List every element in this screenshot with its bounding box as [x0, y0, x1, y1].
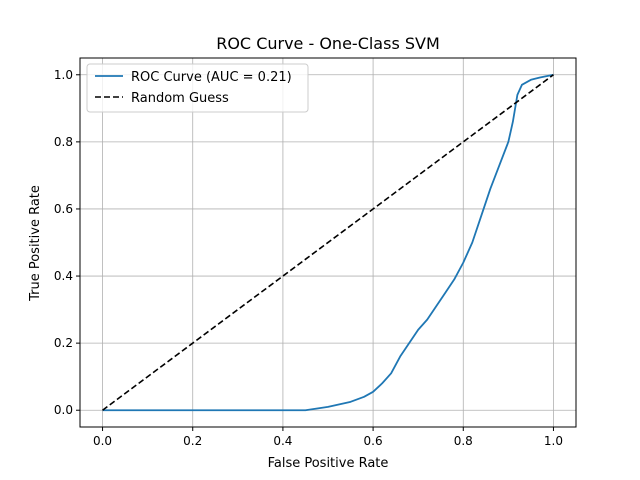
- x-tick-label: 0.4: [273, 434, 292, 448]
- x-tick-label: 0.8: [454, 434, 473, 448]
- x-axis: 0.0 0.2 0.4 0.6 0.8 1.0: [93, 427, 563, 448]
- x-axis-label: False Positive Rate: [268, 456, 389, 471]
- chart-title: ROC Curve - One-Class SVM: [216, 34, 440, 53]
- y-tick-label: 0.8: [54, 135, 73, 149]
- grid: [80, 58, 576, 427]
- legend-label-random: Random Guess: [131, 91, 229, 106]
- plot-frame: [79, 57, 577, 428]
- y-axis-label: True Positive Rate: [28, 185, 43, 302]
- roc-curve-line: [102, 73, 554, 412]
- x-tick-label: 0.6: [364, 434, 383, 448]
- y-tick-label: 0.6: [54, 202, 73, 216]
- x-tick-label: 1.0: [544, 434, 563, 448]
- y-tick-label: 0.0: [54, 403, 73, 417]
- x-tick-label: 0.2: [183, 434, 202, 448]
- legend-box: [86, 63, 309, 113]
- random-guess-line: [102, 74, 554, 411]
- y-tick-label: 0.4: [54, 269, 73, 283]
- x-tick-label: 0.0: [93, 434, 112, 448]
- y-tick-label: 1.0: [54, 68, 73, 82]
- legend: ROC Curve (AUC = 0.21) Random Guess: [86, 63, 309, 113]
- y-axis: 0.0 0.2 0.4 0.6 0.8 1.0: [54, 68, 80, 417]
- y-tick-label: 0.2: [54, 336, 73, 350]
- legend-label-roc: ROC Curve (AUC = 0.21): [131, 70, 292, 85]
- series-group: [102, 73, 554, 412]
